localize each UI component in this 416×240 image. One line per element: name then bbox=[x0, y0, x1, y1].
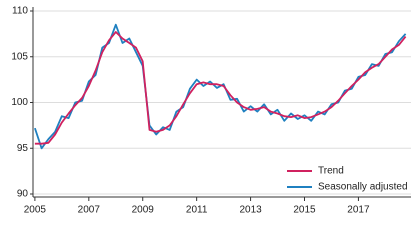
x-tick-label: 2007 bbox=[78, 205, 101, 216]
series-line bbox=[34, 23, 407, 150]
y-tick-label: 90 bbox=[17, 189, 29, 200]
x-tick-label: 2009 bbox=[132, 205, 155, 216]
legend-label: Seasonally adjusted bbox=[318, 182, 408, 193]
x-tick-label: 2011 bbox=[186, 205, 208, 216]
y-tick-label: 95 bbox=[17, 143, 29, 154]
legend-label: Trend bbox=[318, 166, 344, 177]
x-tick-label: 2015 bbox=[293, 205, 316, 216]
x-tick-label: 2017 bbox=[347, 205, 370, 216]
y-tick-label: 105 bbox=[11, 51, 28, 62]
chart: 90 95 100 105 110 2005 2007 2009 2011 2013 2015 201… bbox=[11, 6, 411, 216]
y-tick-label: 100 bbox=[11, 97, 28, 108]
x-tick-label: 2013 bbox=[239, 205, 262, 216]
series-line bbox=[34, 31, 407, 145]
x-tick-label: 2005 bbox=[24, 205, 47, 216]
y-tick-label: 110 bbox=[12, 6, 28, 17]
